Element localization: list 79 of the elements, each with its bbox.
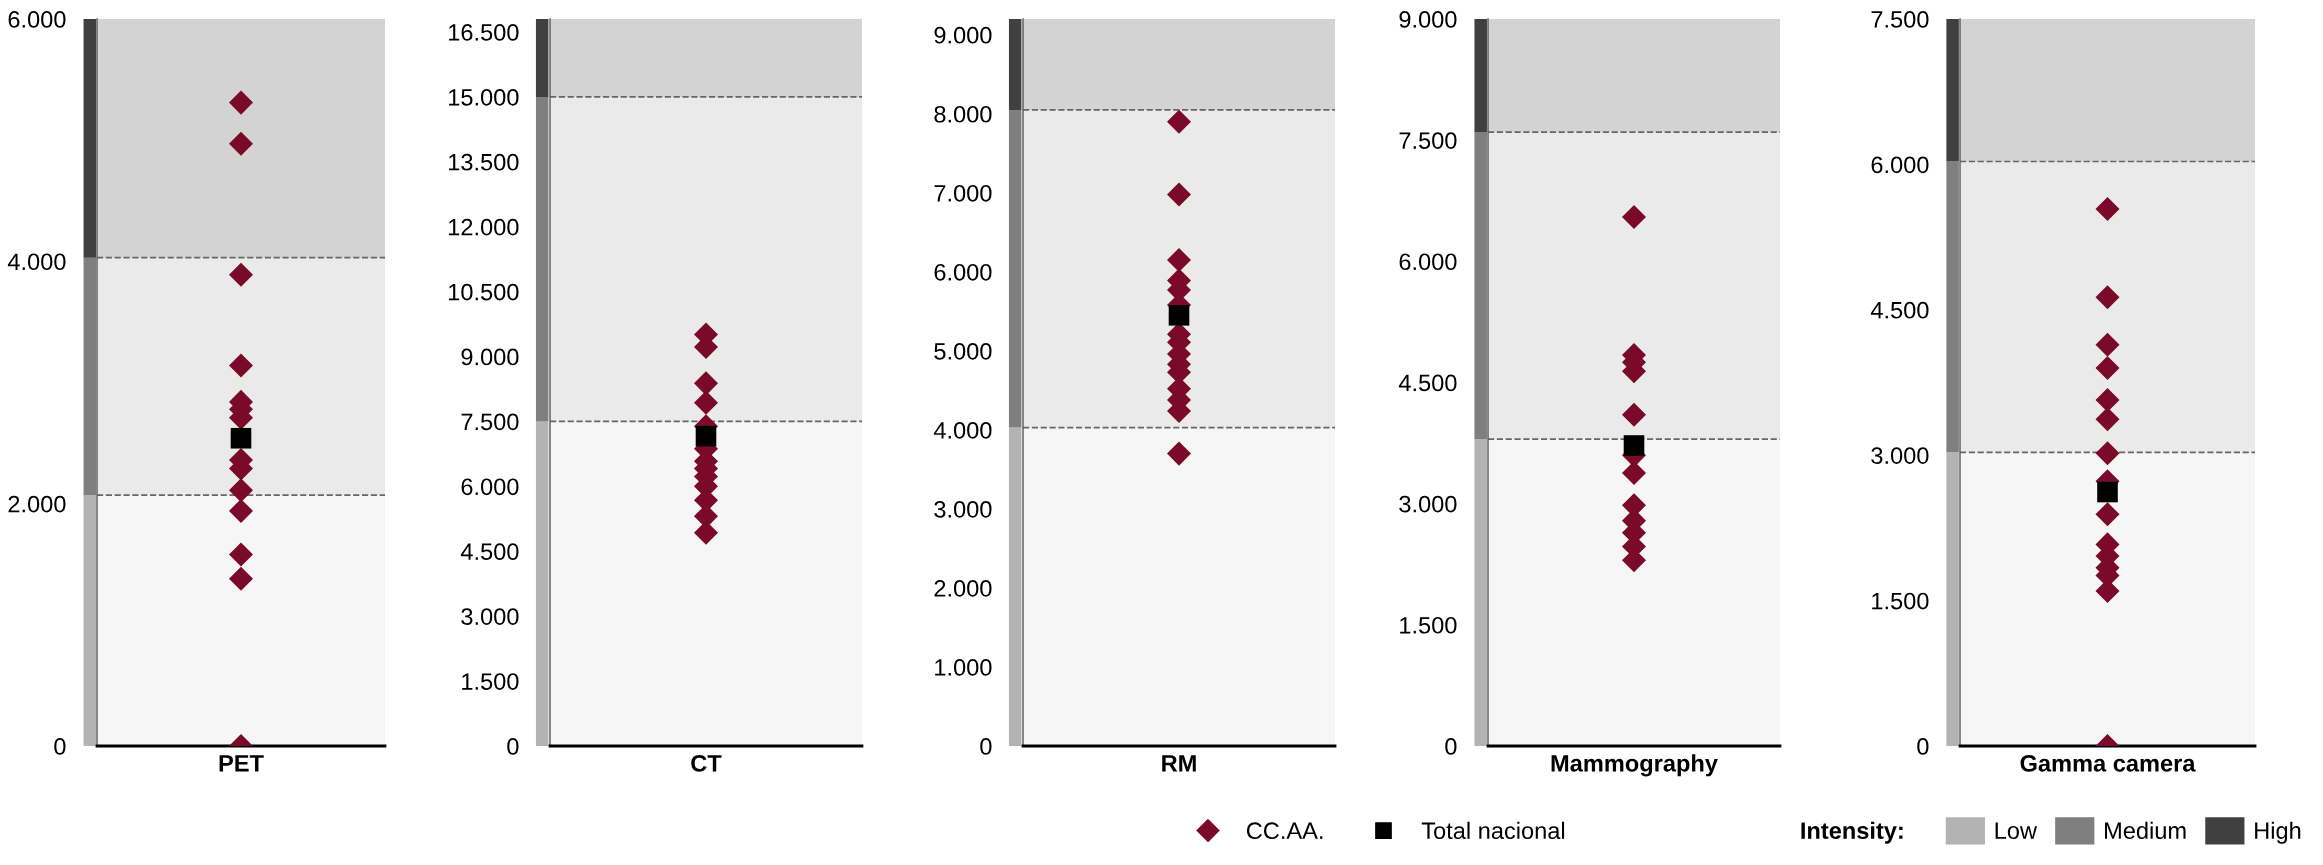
y-tick-label: 4.500	[1398, 374, 1457, 392]
y-tick-label: 0	[507, 738, 519, 755]
point	[1623, 435, 1645, 456]
y-tick-label: 3.000	[461, 608, 519, 625]
point	[2095, 407, 2120, 432]
point	[693, 390, 719, 415]
point	[1166, 182, 1192, 207]
y-tick-label: 3.000	[934, 501, 992, 518]
y-tick-label: 4.500	[460, 543, 519, 561]
y-tick-label: 0	[980, 738, 992, 755]
point	[2095, 387, 2120, 412]
y-tick-label: 7.500	[461, 413, 519, 431]
y-tick-label: 16.500	[449, 24, 519, 41]
y-tick-label: 0	[1445, 738, 1457, 755]
legend-title: Intensity:	[1801, 821, 1903, 844]
y-tick-label: 8.000	[934, 105, 992, 123]
point	[1166, 441, 1192, 466]
x-tick-label: Gamma camera	[2020, 754, 2196, 772]
point	[2097, 481, 2118, 503]
y-tick-label: 6.000	[8, 11, 66, 28]
y-tick-label: 10.500	[449, 283, 519, 301]
legend-label: CC.AA.	[1246, 822, 1323, 840]
point	[2095, 355, 2120, 380]
point	[693, 371, 719, 396]
legend-label: Medium	[2105, 821, 2186, 840]
y-tick-label: 12.000	[449, 218, 519, 236]
y-tick-label: 1.500	[1872, 592, 1929, 610]
y-tick-label: 13.500	[449, 153, 519, 171]
y-tick-label: 6.000	[461, 478, 519, 496]
y-tick-label: 0	[54, 738, 66, 755]
point	[228, 478, 254, 503]
y-tick-label: 4.500	[1870, 301, 1929, 319]
x-tick-label: CT	[691, 754, 722, 772]
point	[2095, 332, 2120, 357]
point	[228, 131, 254, 156]
x-tick-label: RM	[1162, 755, 1196, 772]
legend-label: Total nacional	[1421, 821, 1565, 840]
point	[2095, 285, 2120, 310]
y-tick-label: 2.000	[8, 495, 66, 513]
y-tick-label: 3.000	[1399, 495, 1457, 513]
y-tick-label: 6.000	[934, 263, 992, 281]
point	[1166, 109, 1192, 134]
point	[230, 427, 252, 449]
point	[228, 542, 254, 567]
y-tick-label: 1.000	[935, 659, 992, 676]
point	[2095, 502, 2120, 527]
point	[2095, 441, 2120, 466]
y-tick-label: 7.500	[1871, 11, 1929, 28]
y-tick-label: 0	[1917, 738, 1929, 755]
y-tick-label: 5.000	[934, 342, 992, 360]
y-tick-label: 9.000	[1399, 11, 1457, 28]
y-tick-label: 6.000	[1399, 253, 1457, 271]
point	[1621, 402, 1647, 427]
point	[228, 566, 254, 591]
y-tick-label: 2.000	[934, 580, 992, 597]
y-tick-label: 9.000	[461, 348, 519, 366]
x-tick-label: Mammography	[1551, 754, 1718, 777]
point	[228, 90, 254, 115]
y-tick-label: 3.000	[1871, 447, 1929, 464]
y-tick-label: 7.500	[1399, 132, 1457, 149]
legend-label: Low	[1995, 822, 2038, 840]
y-tick-label: 7.000	[934, 184, 992, 202]
point	[228, 262, 254, 287]
point	[695, 425, 717, 447]
y-tick-label: 9.000	[934, 26, 992, 44]
y-tick-label: 4.000	[7, 253, 66, 271]
point	[1621, 204, 1647, 229]
point	[2095, 196, 2120, 222]
legend-label: High	[2255, 821, 2301, 844]
y-tick-label: 1.500	[462, 673, 519, 690]
point	[1168, 305, 1190, 326]
y-tick-label: 6.000	[1871, 156, 1929, 174]
point	[228, 498, 254, 523]
y-tick-label: 15.000	[449, 88, 519, 106]
y-tick-label: 1.500	[1400, 616, 1457, 634]
point	[1166, 247, 1192, 273]
y-tick-label: 4.000	[933, 421, 992, 439]
point	[228, 353, 254, 378]
x-tick-label: PET	[219, 755, 264, 772]
